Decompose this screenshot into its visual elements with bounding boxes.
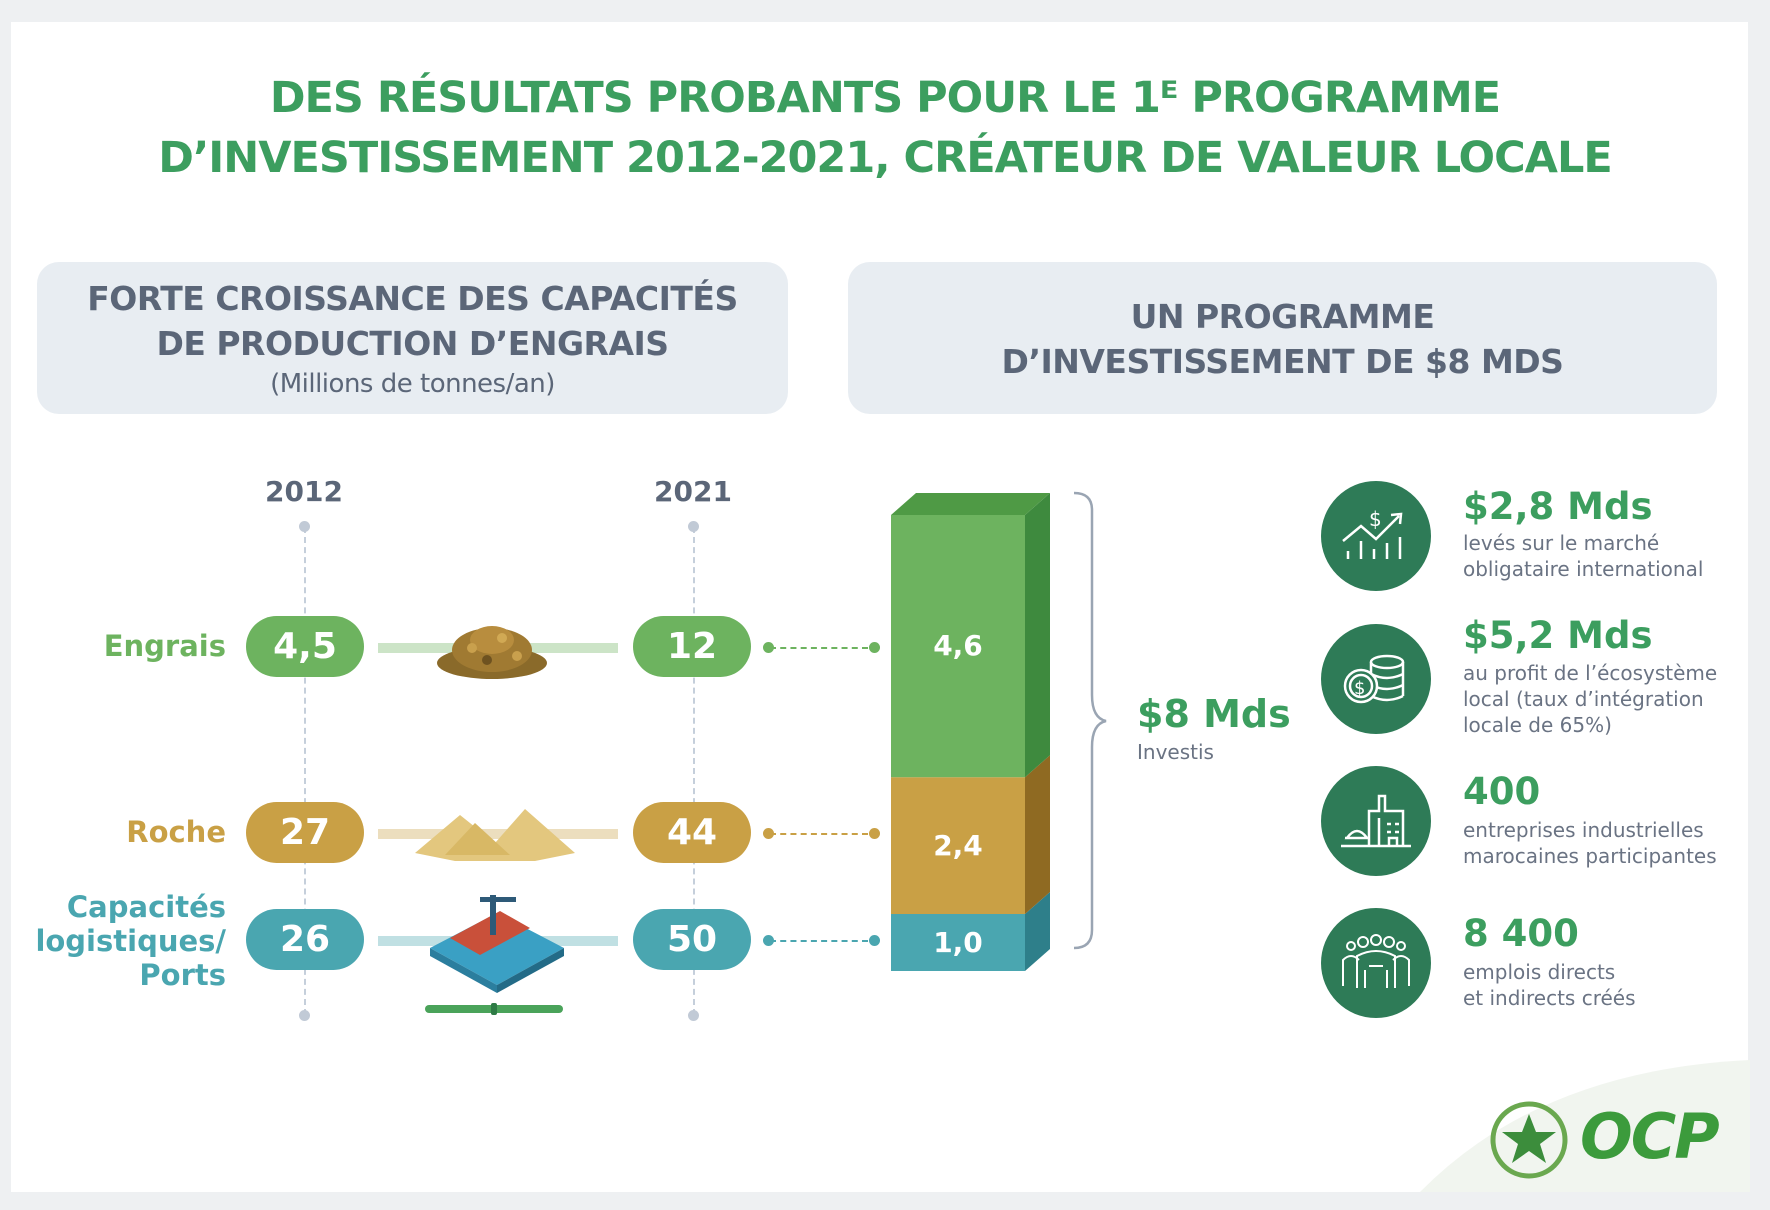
factory-icon	[1321, 766, 1431, 876]
stat-value: 8 400	[1463, 912, 1579, 955]
pill-roche-2012: 27	[246, 802, 364, 863]
svg-text:$: $	[1369, 507, 1382, 531]
row-label-ports: Capacités logistiques/ Ports	[6, 890, 226, 992]
corner-swoosh	[1420, 1060, 1750, 1192]
timeline-2021	[693, 527, 695, 1015]
total-investment-caption: Investis	[1137, 740, 1214, 764]
investment-stacked-bar	[891, 493, 1050, 971]
connector-dot	[869, 642, 880, 653]
row-label-roche: Roche	[126, 815, 226, 849]
arrow-roche	[378, 829, 618, 839]
timeline-2012	[304, 527, 306, 1015]
connector-roche	[770, 833, 868, 835]
chart-dollar-up-icon: $	[1321, 481, 1431, 591]
connector-dot	[763, 828, 774, 839]
fertilizer-pile-icon	[437, 626, 547, 679]
row-label-line: logistiques/	[35, 924, 226, 958]
year-2021: 2021	[654, 475, 732, 508]
timeline-dot	[688, 1010, 699, 1021]
rock-pile-icon	[415, 809, 575, 861]
stat-value: $5,2 Mds	[1463, 614, 1653, 657]
pill-ports-2021: 50	[633, 909, 751, 970]
title-line-2: D’INVESTISSEMENT 2012-2021, CRÉATEUR DE …	[158, 133, 1612, 183]
stat-description: levés sur le marché obligataire internati…	[1463, 531, 1704, 581]
connector-dot	[869, 935, 880, 946]
connector-engrais	[770, 647, 868, 649]
bar-segment-side	[1025, 755, 1050, 914]
left-header-line-2: DE PRODUCTION D’ENGRAIS	[156, 324, 669, 363]
bar-segment-label: 4,6	[933, 629, 983, 663]
year-2012: 2012	[265, 475, 343, 508]
ocp-logo-text: OCP	[1580, 1100, 1720, 1173]
bar-segment-0	[891, 914, 1025, 971]
total-investment-value: $8 Mds	[1137, 692, 1291, 736]
row-label-line: Ports	[139, 958, 226, 992]
connector-dot	[763, 935, 774, 946]
right-header-line-2: D’INVESTISSEMENT DE $8 MDS	[1001, 342, 1564, 381]
port-ship-icon	[430, 895, 564, 993]
right-header-line-1: UN PROGRAMME	[1130, 297, 1435, 336]
stat-description: emplois directs et indirects créés	[1463, 960, 1636, 1010]
people-group-icon	[1321, 908, 1431, 1018]
bar-segment-2	[891, 515, 1025, 778]
timeline-dot	[299, 1010, 310, 1021]
timeline-dot	[299, 521, 310, 532]
left-header-unit: (Millions de tonnes/an)	[270, 369, 555, 399]
connector-ports	[770, 940, 868, 942]
row-label-line: Capacités	[66, 890, 226, 924]
pipeline-icon	[425, 1003, 563, 1015]
stat-value: 400	[1463, 770, 1541, 813]
left-section-header: FORTE CROISSANCE DES CAPACITÉS DE PRODUC…	[37, 262, 788, 414]
bar-segment-side	[1025, 892, 1050, 971]
infographic-card	[11, 22, 1748, 1192]
stat-value: $2,8 Mds	[1463, 485, 1653, 528]
bar-segment-label: 1,0	[933, 925, 983, 959]
svg-text:$: $	[1354, 678, 1365, 699]
ocp-logo-emblem	[1490, 1101, 1568, 1179]
connector-dot	[763, 642, 774, 653]
left-header-line-1: FORTE CROISSANCE DES CAPACITÉS	[87, 279, 738, 318]
stat-description: entreprises industrielles marocaines part…	[1463, 818, 1717, 868]
stat-description: au profit de l’écosystème local (taux d’i…	[1463, 661, 1718, 737]
connector-dot	[869, 828, 880, 839]
bar-segment-1	[891, 777, 1025, 914]
right-section-header: UN PROGRAMME D’INVESTISSEMENT DE $8 MDS	[848, 262, 1717, 414]
bar-segment-side	[1025, 493, 1050, 778]
pill-roche-2021: 44	[633, 802, 751, 863]
bar-segment-label: 2,4	[933, 828, 983, 862]
pill-ports-2012: 26	[246, 909, 364, 970]
brace-icon	[1073, 491, 1107, 950]
timeline-dot	[688, 521, 699, 532]
row-label-engrais: Engrais	[103, 629, 226, 663]
coins-stack-icon: $	[1321, 624, 1431, 734]
bar-top	[891, 493, 1050, 515]
pill-engrais-2021: 12	[633, 616, 751, 677]
title-line-1: DES RÉSULTATS PROBANTS POUR LE 1ᴱ PROGRA…	[269, 73, 1501, 123]
pill-engrais-2012: 4,5	[246, 616, 364, 677]
